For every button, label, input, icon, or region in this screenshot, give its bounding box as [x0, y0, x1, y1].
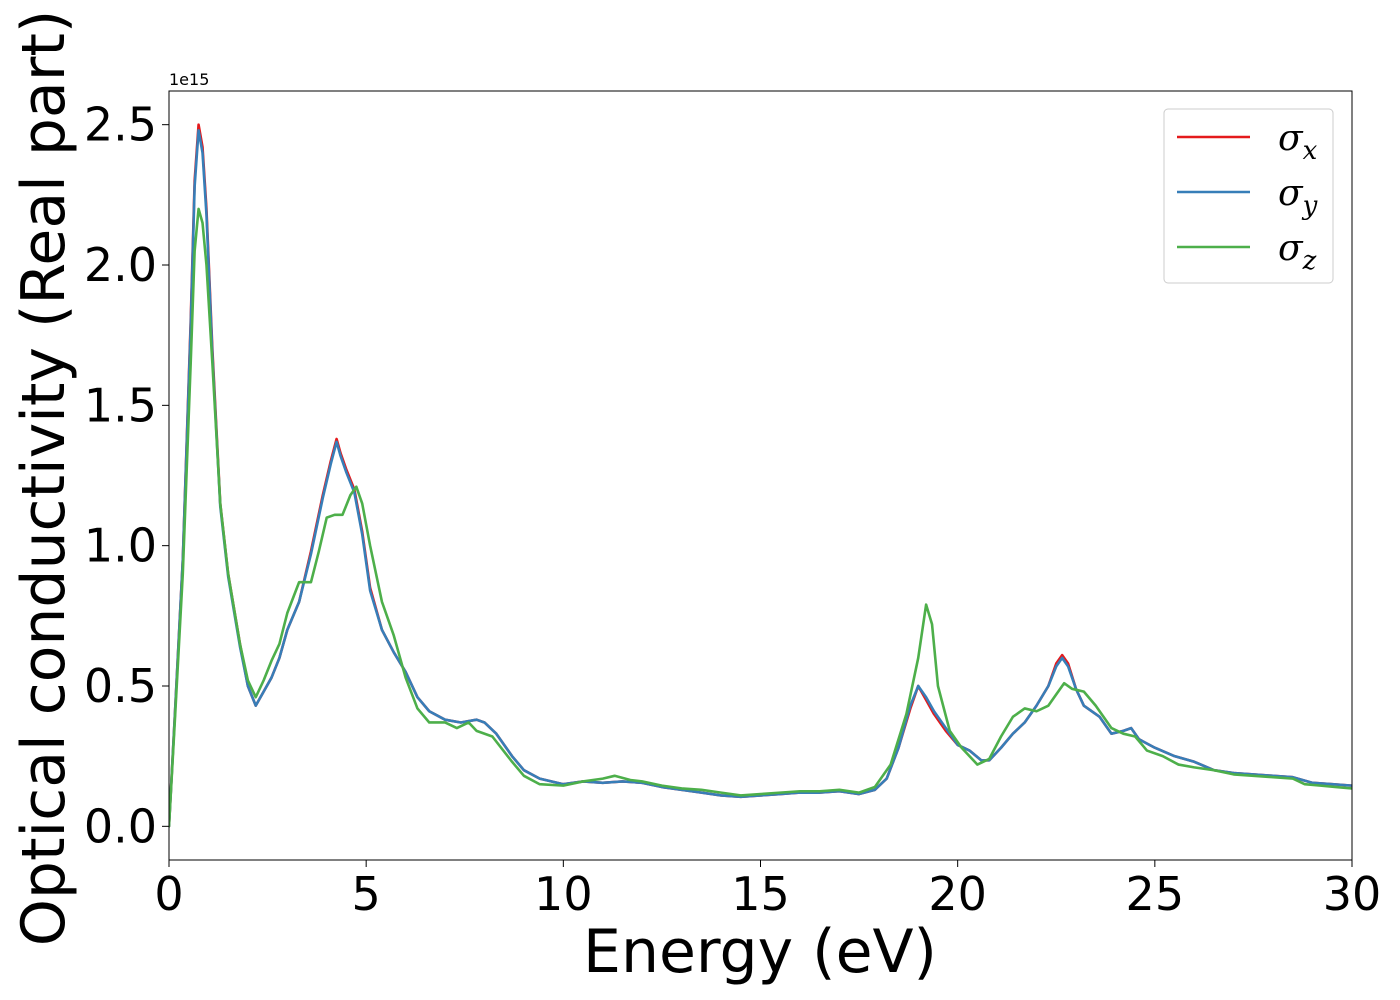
y-axis: 0.0 0.5 1.0 1.5 2.0 2.5	[84, 98, 169, 853]
y-tick-label: 0.5	[84, 659, 157, 713]
legend-box	[1163, 108, 1334, 284]
legend-label-y: σy	[1278, 173, 1318, 221]
plot-area	[168, 90, 1353, 861]
y-axis-offset-label: 1e15	[169, 70, 209, 89]
y-tick-label: 1.5	[84, 378, 157, 432]
y-tick-label: 1.0	[84, 519, 157, 573]
series-line-y	[169, 128, 1352, 828]
legend: σx σy σz	[1163, 108, 1334, 284]
x-tick-label: 5	[352, 867, 381, 921]
series-line-z	[169, 207, 1352, 828]
y-tick-label: 2.0	[84, 238, 157, 292]
x-axis-title: Energy (eV)	[583, 917, 937, 987]
y-tick-label: 2.5	[84, 98, 157, 152]
legend-label-z: σz	[1278, 228, 1317, 276]
x-axis: 0 5 10 15 20 25 30	[154, 860, 1381, 921]
legend-label-x: σx	[1278, 118, 1318, 166]
x-tick-label: 15	[731, 867, 790, 921]
x-tick-label: 30	[1323, 867, 1382, 921]
x-tick-label: 25	[1126, 867, 1185, 921]
y-axis-title: Optical conductivity (Real part)	[9, 10, 79, 947]
x-tick-label: 0	[154, 867, 183, 921]
x-tick-label: 10	[534, 867, 593, 921]
series-layer	[169, 123, 1352, 828]
y-tick-label: 0.0	[84, 799, 157, 853]
x-tick-label: 20	[928, 867, 987, 921]
